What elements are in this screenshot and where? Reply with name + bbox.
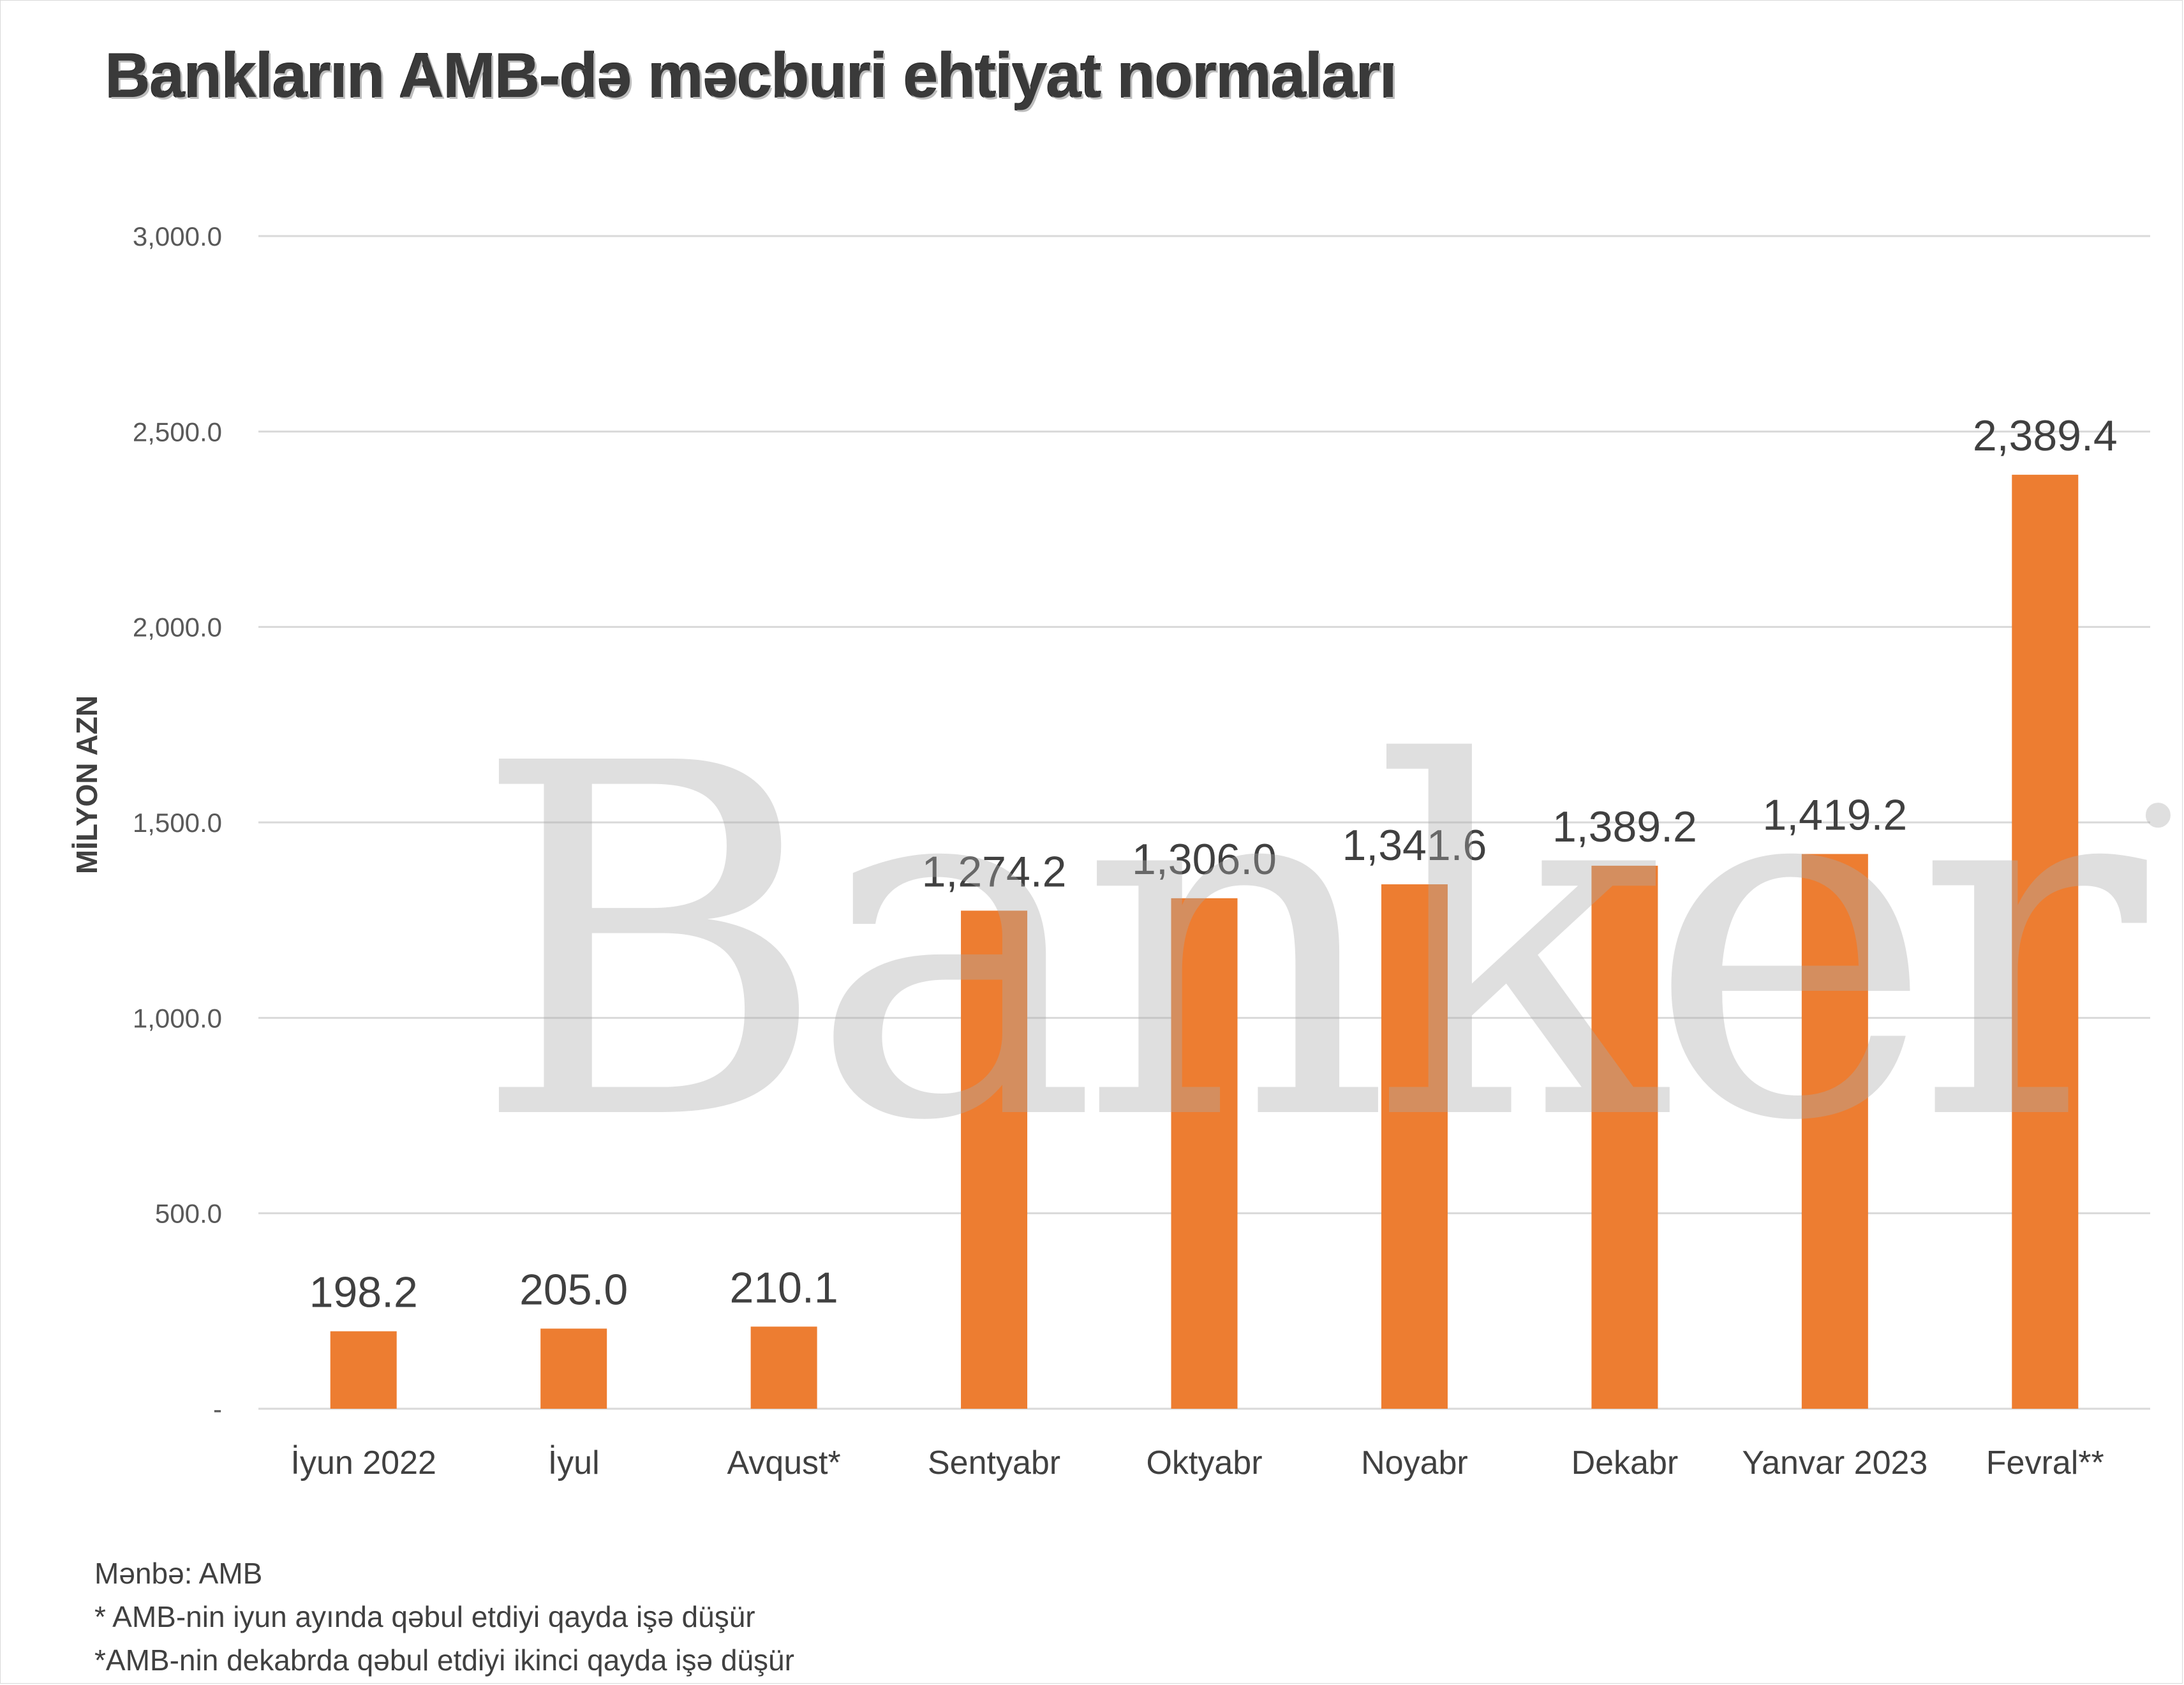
y-tick-label: 1,500.0 [133,808,222,838]
footnotes: Mənbə: AMB * AMB-nin iyun ayında qəbul e… [94,1552,794,1682]
chart-title: Bankların AMB-də məcburi ehtiyat normala… [105,40,1397,110]
footnote-2: *AMB-nin dekabrda qəbul etdiyi ikinci qa… [94,1644,794,1677]
data-label: 205.0 [519,1265,628,1314]
bars [330,475,2079,1409]
source-note: Mənbə: AMB [94,1557,263,1590]
x-tick-label: İyun 2022 [291,1444,436,1481]
bar [540,1328,607,1409]
y-axis-label: MİLYON AZN [70,695,103,874]
bar [1591,865,1658,1409]
x-tick-label: Fevral** [1986,1444,2104,1481]
data-label: 1,274.2 [922,847,1067,896]
y-tick-label: - [213,1394,222,1424]
data-label: 1,389.2 [1552,803,1697,851]
x-tick-label: Dekabr [1571,1444,1679,1481]
x-axis-ticks: İyun 2022 İyul Avqust* Sentyabr Oktyabr Noyab… [291,1444,2104,1481]
data-label: 1,306.0 [1132,835,1277,884]
bar [330,1331,397,1409]
x-tick-label: Noyabr [1361,1444,1468,1481]
bar [1381,884,1448,1409]
bar [1801,854,1868,1409]
bar [1171,898,1238,1409]
y-tick-label: 1,000.0 [133,1003,222,1033]
y-tick-label: 2,000.0 [133,612,222,642]
bar [2012,475,2079,1409]
bar-chart: - 500.0 1,000.0 1,500.0 2,000.0 2,500.0 3,000.… [70,221,2150,1481]
x-tick-label: Oktyabr [1146,1444,1262,1481]
x-tick-label: Avqust* [727,1444,840,1481]
data-label: 1,419.2 [1762,791,1907,840]
x-tick-label: İyul [548,1444,600,1481]
bar [750,1326,817,1409]
bar [961,910,1028,1409]
x-tick-label: Sentyabr [928,1444,1060,1481]
data-label: 210.1 [730,1263,838,1312]
data-label: 1,341.6 [1342,821,1487,870]
data-label: 2,389.4 [1973,412,2118,460]
data-label: 198.2 [309,1268,418,1317]
data-labels: 198.2 205.0 210.1 1,274.2 1,306.0 1,341.6 1,38… [309,412,2118,1316]
y-tick-label: 3,000.0 [133,221,222,251]
footnote-1: * AMB-nin iyun ayında qəbul etdiyi qayda… [94,1600,755,1633]
y-tick-label: 2,500.0 [133,417,222,447]
y-axis-ticks: - 500.0 1,000.0 1,500.0 2,000.0 2,500.0 3,000.… [133,221,222,1424]
x-tick-label: Yanvar 2023 [1742,1444,1928,1481]
y-tick-label: 500.0 [155,1199,222,1229]
